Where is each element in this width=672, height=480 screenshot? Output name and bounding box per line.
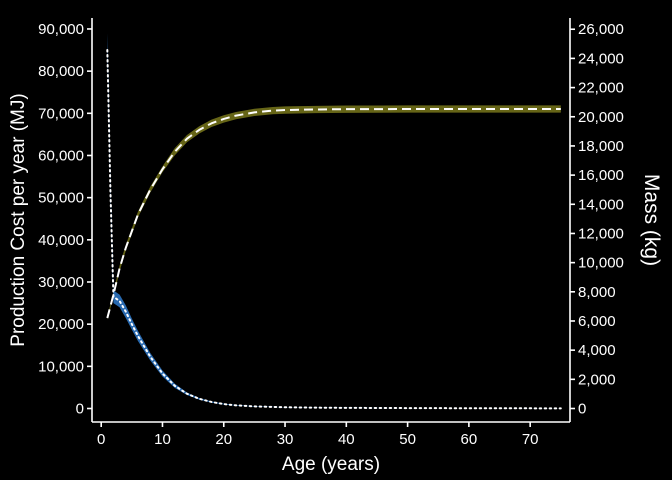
production-cost-median-band bbox=[107, 33, 561, 409]
y-right-tick-label: 12,000 bbox=[578, 225, 624, 242]
y-right-tick-label: 2,000 bbox=[578, 371, 616, 388]
series-lines bbox=[106, 49, 562, 410]
uncertainty-bands bbox=[107, 33, 561, 409]
y-right-tick-label: 16,000 bbox=[578, 167, 624, 184]
y-left-tick-label: 60,000 bbox=[38, 147, 84, 164]
y-right-tick-label: 20,000 bbox=[578, 109, 624, 126]
y-right-tick-label: 26,000 bbox=[578, 21, 624, 38]
x-tick-label: 50 bbox=[399, 431, 416, 448]
axes bbox=[91, 18, 571, 423]
y-right-tick-label: 4,000 bbox=[578, 342, 616, 359]
y-right-axis-title: Mass (kg) bbox=[640, 174, 663, 266]
y-right-tick-label: 6,000 bbox=[578, 313, 616, 330]
y-left-tick-label: 20,000 bbox=[38, 316, 84, 333]
production-cost-median-line bbox=[106, 49, 562, 410]
x-tick-label: 20 bbox=[215, 431, 232, 448]
y-left-tick-label: 70,000 bbox=[38, 105, 84, 122]
x-tick-label: 30 bbox=[277, 431, 294, 448]
y-left-tick-label: 30,000 bbox=[38, 274, 84, 291]
y-right-tick-label: 14,000 bbox=[578, 196, 624, 213]
y-right-tick-label: 18,000 bbox=[578, 138, 624, 155]
mass-median-band bbox=[107, 105, 561, 320]
y-right-tick-label: 10,000 bbox=[578, 255, 624, 272]
x-axis-title: Age (years) bbox=[282, 454, 380, 475]
y-right-tick-label: 0 bbox=[578, 401, 586, 418]
y-left-axis-title: Production Cost per year (MJ) bbox=[8, 93, 29, 346]
y-left-tick-label: 90,000 bbox=[38, 21, 84, 38]
y-right-ticks: 0 2,000 4,000 6,000 8,000 10,000 12,000 14,000 1… bbox=[570, 21, 624, 418]
y-left-tick-label: 0 bbox=[76, 401, 84, 418]
x-tick-label: 0 bbox=[97, 431, 105, 448]
y-left-tick-label: 80,000 bbox=[38, 63, 84, 80]
y-right-tick-label: 8,000 bbox=[578, 284, 616, 301]
x-ticks: 0 10 20 30 40 50 60 70 bbox=[97, 422, 539, 448]
y-left-ticks: 0 10,000 20,000 30,000 40,000 50,000 60,000 70,… bbox=[38, 21, 92, 418]
y-right-tick-label: 24,000 bbox=[578, 50, 624, 67]
y-left-tick-label: 50,000 bbox=[38, 190, 84, 207]
y-left-tick-label: 10,000 bbox=[38, 358, 84, 375]
mass-median-line bbox=[106, 108, 561, 319]
x-tick-label: 70 bbox=[522, 431, 539, 448]
y-right-tick-label: 22,000 bbox=[578, 80, 624, 97]
x-tick-label: 60 bbox=[461, 431, 478, 448]
x-tick-label: 40 bbox=[338, 431, 355, 448]
y-left-tick-label: 40,000 bbox=[38, 232, 84, 249]
x-tick-label: 10 bbox=[154, 431, 171, 448]
